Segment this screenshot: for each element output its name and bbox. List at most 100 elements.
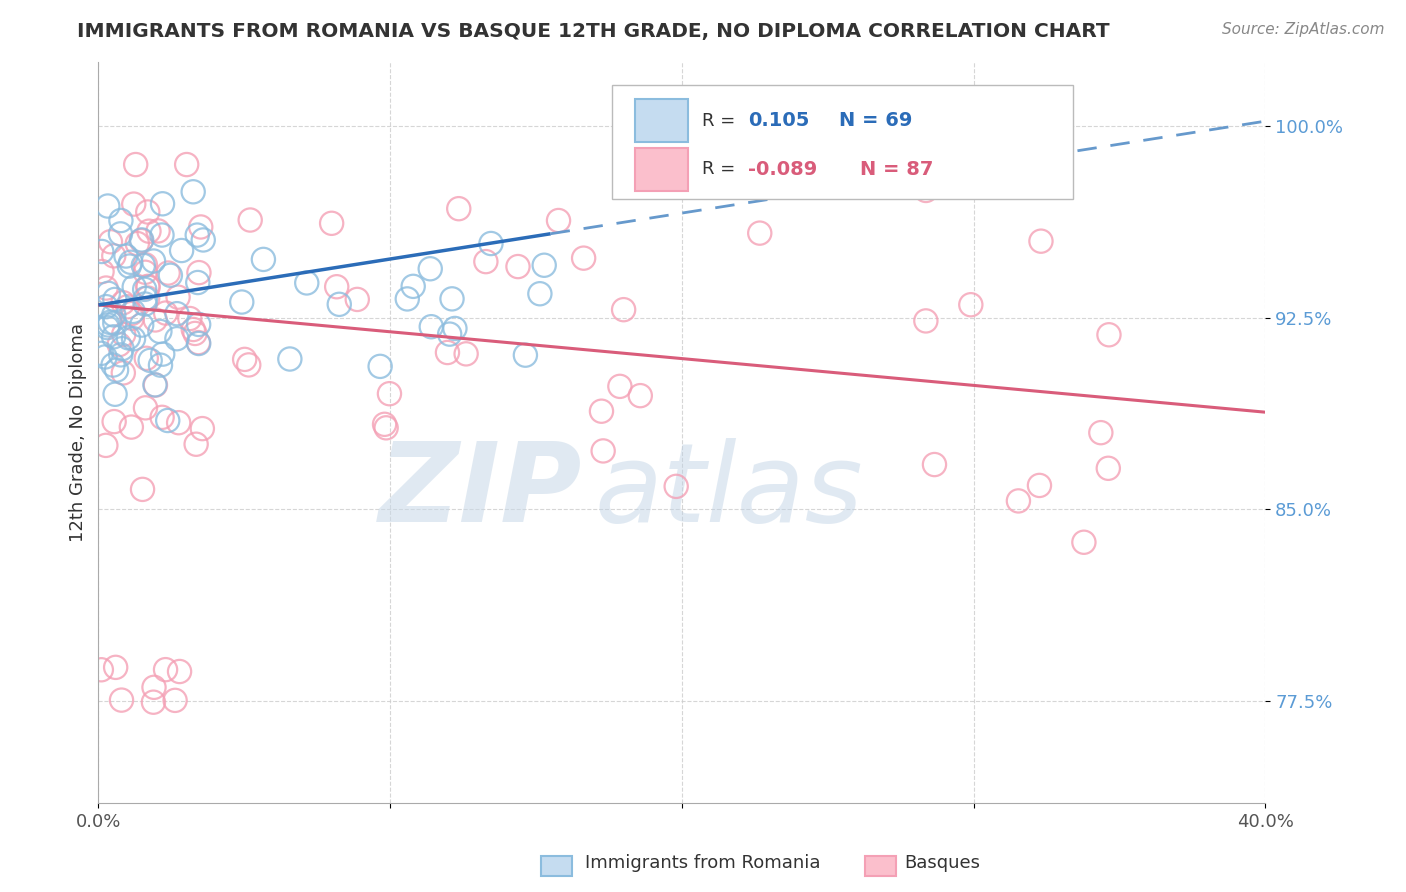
Point <box>156 413 179 427</box>
Point <box>187 276 209 290</box>
Point <box>134 297 156 311</box>
Point <box>112 366 135 380</box>
Point <box>444 321 467 335</box>
Point <box>132 259 155 273</box>
Point <box>368 359 391 374</box>
Point <box>170 244 193 258</box>
Point <box>159 268 181 283</box>
Point <box>97 318 120 332</box>
Point <box>592 444 614 458</box>
Point <box>231 295 253 310</box>
Point <box>149 358 172 372</box>
Text: 0.105: 0.105 <box>748 112 810 130</box>
Point <box>186 228 208 243</box>
Point <box>136 279 159 293</box>
Point <box>104 387 127 401</box>
Point <box>110 213 132 227</box>
Point <box>152 196 174 211</box>
Point <box>108 337 131 351</box>
Point <box>238 358 260 372</box>
Text: R =: R = <box>702 160 741 178</box>
Point <box>396 292 419 306</box>
Point <box>572 251 595 265</box>
Point <box>193 233 215 247</box>
Point <box>134 292 156 306</box>
Point <box>1029 234 1052 248</box>
Point <box>98 315 121 329</box>
Point <box>155 306 177 320</box>
Point <box>91 264 114 278</box>
Point <box>475 254 498 268</box>
FancyBboxPatch shape <box>612 85 1073 200</box>
Point <box>1007 494 1029 508</box>
Point <box>90 663 112 677</box>
Point <box>1098 327 1121 342</box>
Point <box>420 319 443 334</box>
Point <box>104 660 127 674</box>
Point <box>252 252 274 267</box>
Point <box>378 386 401 401</box>
Point <box>628 389 651 403</box>
Point <box>146 224 169 238</box>
Point <box>120 420 142 434</box>
Point <box>136 205 159 219</box>
Point <box>122 197 145 211</box>
Point <box>191 422 214 436</box>
Point <box>117 300 139 314</box>
Point <box>127 236 149 251</box>
Point <box>121 311 143 326</box>
Point <box>104 293 127 307</box>
Point <box>129 234 152 248</box>
Point <box>166 332 188 346</box>
Point <box>1090 425 1112 440</box>
Point <box>121 307 143 321</box>
Point <box>529 286 551 301</box>
Point <box>134 282 156 296</box>
Point <box>187 266 209 280</box>
Point <box>187 336 209 351</box>
Point <box>145 378 167 392</box>
Point <box>138 224 160 238</box>
Point <box>94 300 117 314</box>
Point <box>96 320 118 334</box>
Text: Immigrants from Romania: Immigrants from Romania <box>585 855 821 872</box>
Point <box>167 416 190 430</box>
Point <box>105 363 128 377</box>
Point <box>924 458 946 472</box>
Point <box>152 347 174 361</box>
Point <box>447 202 470 216</box>
Point <box>181 185 204 199</box>
Point <box>118 259 141 273</box>
Point <box>110 348 132 362</box>
Point <box>479 236 502 251</box>
Point <box>115 249 138 263</box>
Point <box>187 335 209 350</box>
Point <box>131 318 153 332</box>
Point <box>165 693 187 707</box>
Point <box>239 213 262 227</box>
Point <box>915 184 938 198</box>
Text: N = 87: N = 87 <box>860 160 934 178</box>
Point <box>167 290 190 304</box>
Point <box>321 216 343 230</box>
Point <box>122 280 145 294</box>
Point <box>328 297 350 311</box>
Text: IMMIGRANTS FROM ROMANIA VS BASQUE 12TH GRADE, NO DIPLOMA CORRELATION CHART: IMMIGRANTS FROM ROMANIA VS BASQUE 12TH G… <box>77 22 1109 41</box>
Point <box>122 304 145 318</box>
Point <box>131 483 153 497</box>
Point <box>110 227 132 241</box>
Point <box>181 322 204 336</box>
Point <box>150 227 173 242</box>
Point <box>111 342 134 356</box>
Point <box>613 302 636 317</box>
Point <box>959 298 981 312</box>
Point <box>103 308 125 322</box>
Point <box>295 276 318 290</box>
Point <box>665 479 688 493</box>
Point <box>103 249 125 263</box>
Point <box>374 417 396 432</box>
Point <box>278 351 301 366</box>
Point <box>506 260 529 274</box>
Text: Source: ZipAtlas.com: Source: ZipAtlas.com <box>1222 22 1385 37</box>
Point <box>117 331 139 345</box>
